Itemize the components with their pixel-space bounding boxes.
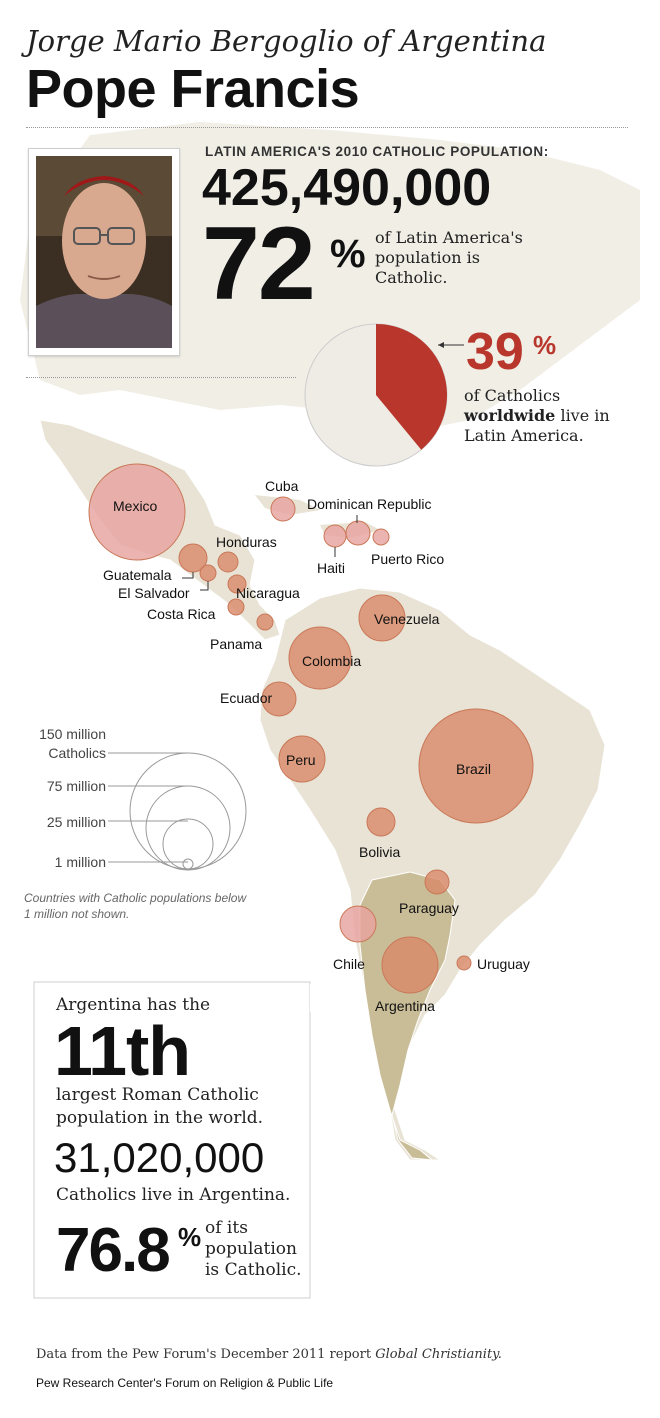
bubble-paraguay [424, 869, 450, 895]
bubble-honduras [217, 551, 239, 573]
worldwide-percent: 39 [466, 323, 524, 381]
label-uruguay: Uruguay [477, 956, 530, 972]
bubble-dominican-republic [345, 520, 371, 546]
label-dominican-republic: Dominican Republic [307, 496, 432, 512]
legend-note: Countries with Catholic populations belo… [24, 891, 247, 921]
bubble-panama [256, 613, 274, 631]
bubble-venezuela [358, 594, 406, 642]
label-colombia: Colombia [302, 653, 362, 669]
population-label: LATIN AMERICA'S 2010 CATHOLIC POPULATION… [205, 144, 549, 159]
legend-label-1m: 1 million [54, 854, 106, 870]
argentina-percent: 76.8 [56, 1216, 171, 1285]
pie-pointer [438, 342, 464, 348]
bubble-colombia [288, 626, 352, 690]
pope-photo [28, 148, 180, 356]
worldwide-percent-sign: % [533, 330, 557, 360]
argentina-catholic-count: 31,020,000 [54, 1134, 265, 1181]
latam-percent-text: of Latin America's population is Catholi… [375, 228, 523, 287]
label-cuba: Cuba [265, 478, 299, 494]
label-puerto-rico: Puerto Rico [371, 551, 445, 567]
source-note: Data from the Pew Forum's December 2011 … [36, 1347, 502, 1362]
legend-label-25m: 25 million [46, 814, 106, 830]
portrait-image [36, 156, 172, 348]
leader-el-salvador [200, 581, 209, 591]
bubble-costa-rica [227, 598, 245, 616]
worldwide-text: of Catholics worldwide live in Latin Ame… [464, 386, 654, 446]
bubble-nicaragua [227, 574, 247, 594]
worldwide-text-pre: of Catholics [464, 386, 561, 405]
size-legend [108, 752, 247, 871]
source-note-text: Data from the Pew Forum's December 2011 … [36, 1347, 376, 1362]
legend-circle-150m [129, 752, 247, 870]
legend-circle-1m [182, 858, 194, 870]
argentina-count-text: Catholics live in Argentina. [56, 1185, 291, 1205]
source-report-title: Global Christianity. [375, 1347, 502, 1362]
label-haiti: Haiti [317, 560, 346, 576]
page-title: Pope Francis [26, 59, 360, 119]
bubble-cuba [270, 496, 296, 522]
argentina-percent-sign: % [178, 1222, 202, 1252]
label-brazil: Brazil [456, 761, 492, 777]
label-paraguay: Paraguay [399, 900, 459, 916]
leader-guatemala [182, 572, 194, 579]
argentina-intro: Argentina has the [56, 995, 211, 1015]
credit-line: Pew Research Center's Forum on Religion … [36, 1376, 334, 1390]
title-divider [26, 127, 628, 128]
bubble-uruguay [456, 955, 472, 971]
label-panama: Panama [210, 636, 263, 652]
latam-catholic-percent: 72 [202, 206, 316, 322]
bubble-puerto-rico [372, 528, 390, 546]
bubble-mexico [88, 463, 186, 561]
bubble-chile [339, 905, 377, 943]
population-value: 425,490,000 [202, 159, 492, 217]
label-peru: Peru [286, 752, 316, 768]
bubble-ecuador [261, 681, 297, 717]
label-guatemala: Guatemala [103, 567, 172, 583]
bubble-haiti [323, 524, 347, 548]
bubble-peru [278, 735, 326, 783]
label-argentina: Argentina [375, 998, 435, 1014]
label-bolivia: Bolivia [359, 844, 401, 860]
bubble-bolivia [366, 807, 396, 837]
bubble-el-salvador [199, 564, 217, 582]
argentina-rank: 11th [54, 1012, 191, 1090]
bubble-argentina [381, 936, 439, 994]
label-mexico: Mexico [113, 498, 158, 514]
argentina-callout-box [33, 981, 356, 1299]
stats-divider [26, 377, 296, 378]
bubble-brazil [418, 708, 534, 824]
label-venezuela: Venezuela [374, 611, 440, 627]
argentina-rank-text: largest Roman Catholic population in the… [56, 1085, 264, 1128]
worldwide-text-bold: worldwide [464, 406, 556, 425]
label-ecuador: Ecuador [220, 690, 273, 706]
label-nicaragua: Nicaragua [236, 585, 300, 601]
page-subtitle: Jorge Mario Bergoglio of Argentina [26, 24, 547, 58]
label-chile: Chile [333, 956, 365, 972]
label-costa-rica: Costa Rica [147, 606, 216, 622]
worldwide-text-post: live in Latin America. [464, 406, 610, 445]
legend-label-75m: 75 million [46, 778, 106, 794]
argentina-percent-text: of its population is Catholic. [205, 1218, 302, 1280]
label-el-salvador: El Salvador [118, 585, 190, 601]
label-honduras: Honduras [216, 534, 277, 550]
legend-label-150m: 150 million Catholics [39, 726, 106, 761]
legend-circle-75m [145, 785, 231, 871]
worldwide-share-pie [304, 323, 448, 467]
southern-cone-shape [359, 871, 456, 1161]
latin-america-share-slice [376, 324, 448, 450]
latam-percent-sign: % [330, 232, 366, 276]
